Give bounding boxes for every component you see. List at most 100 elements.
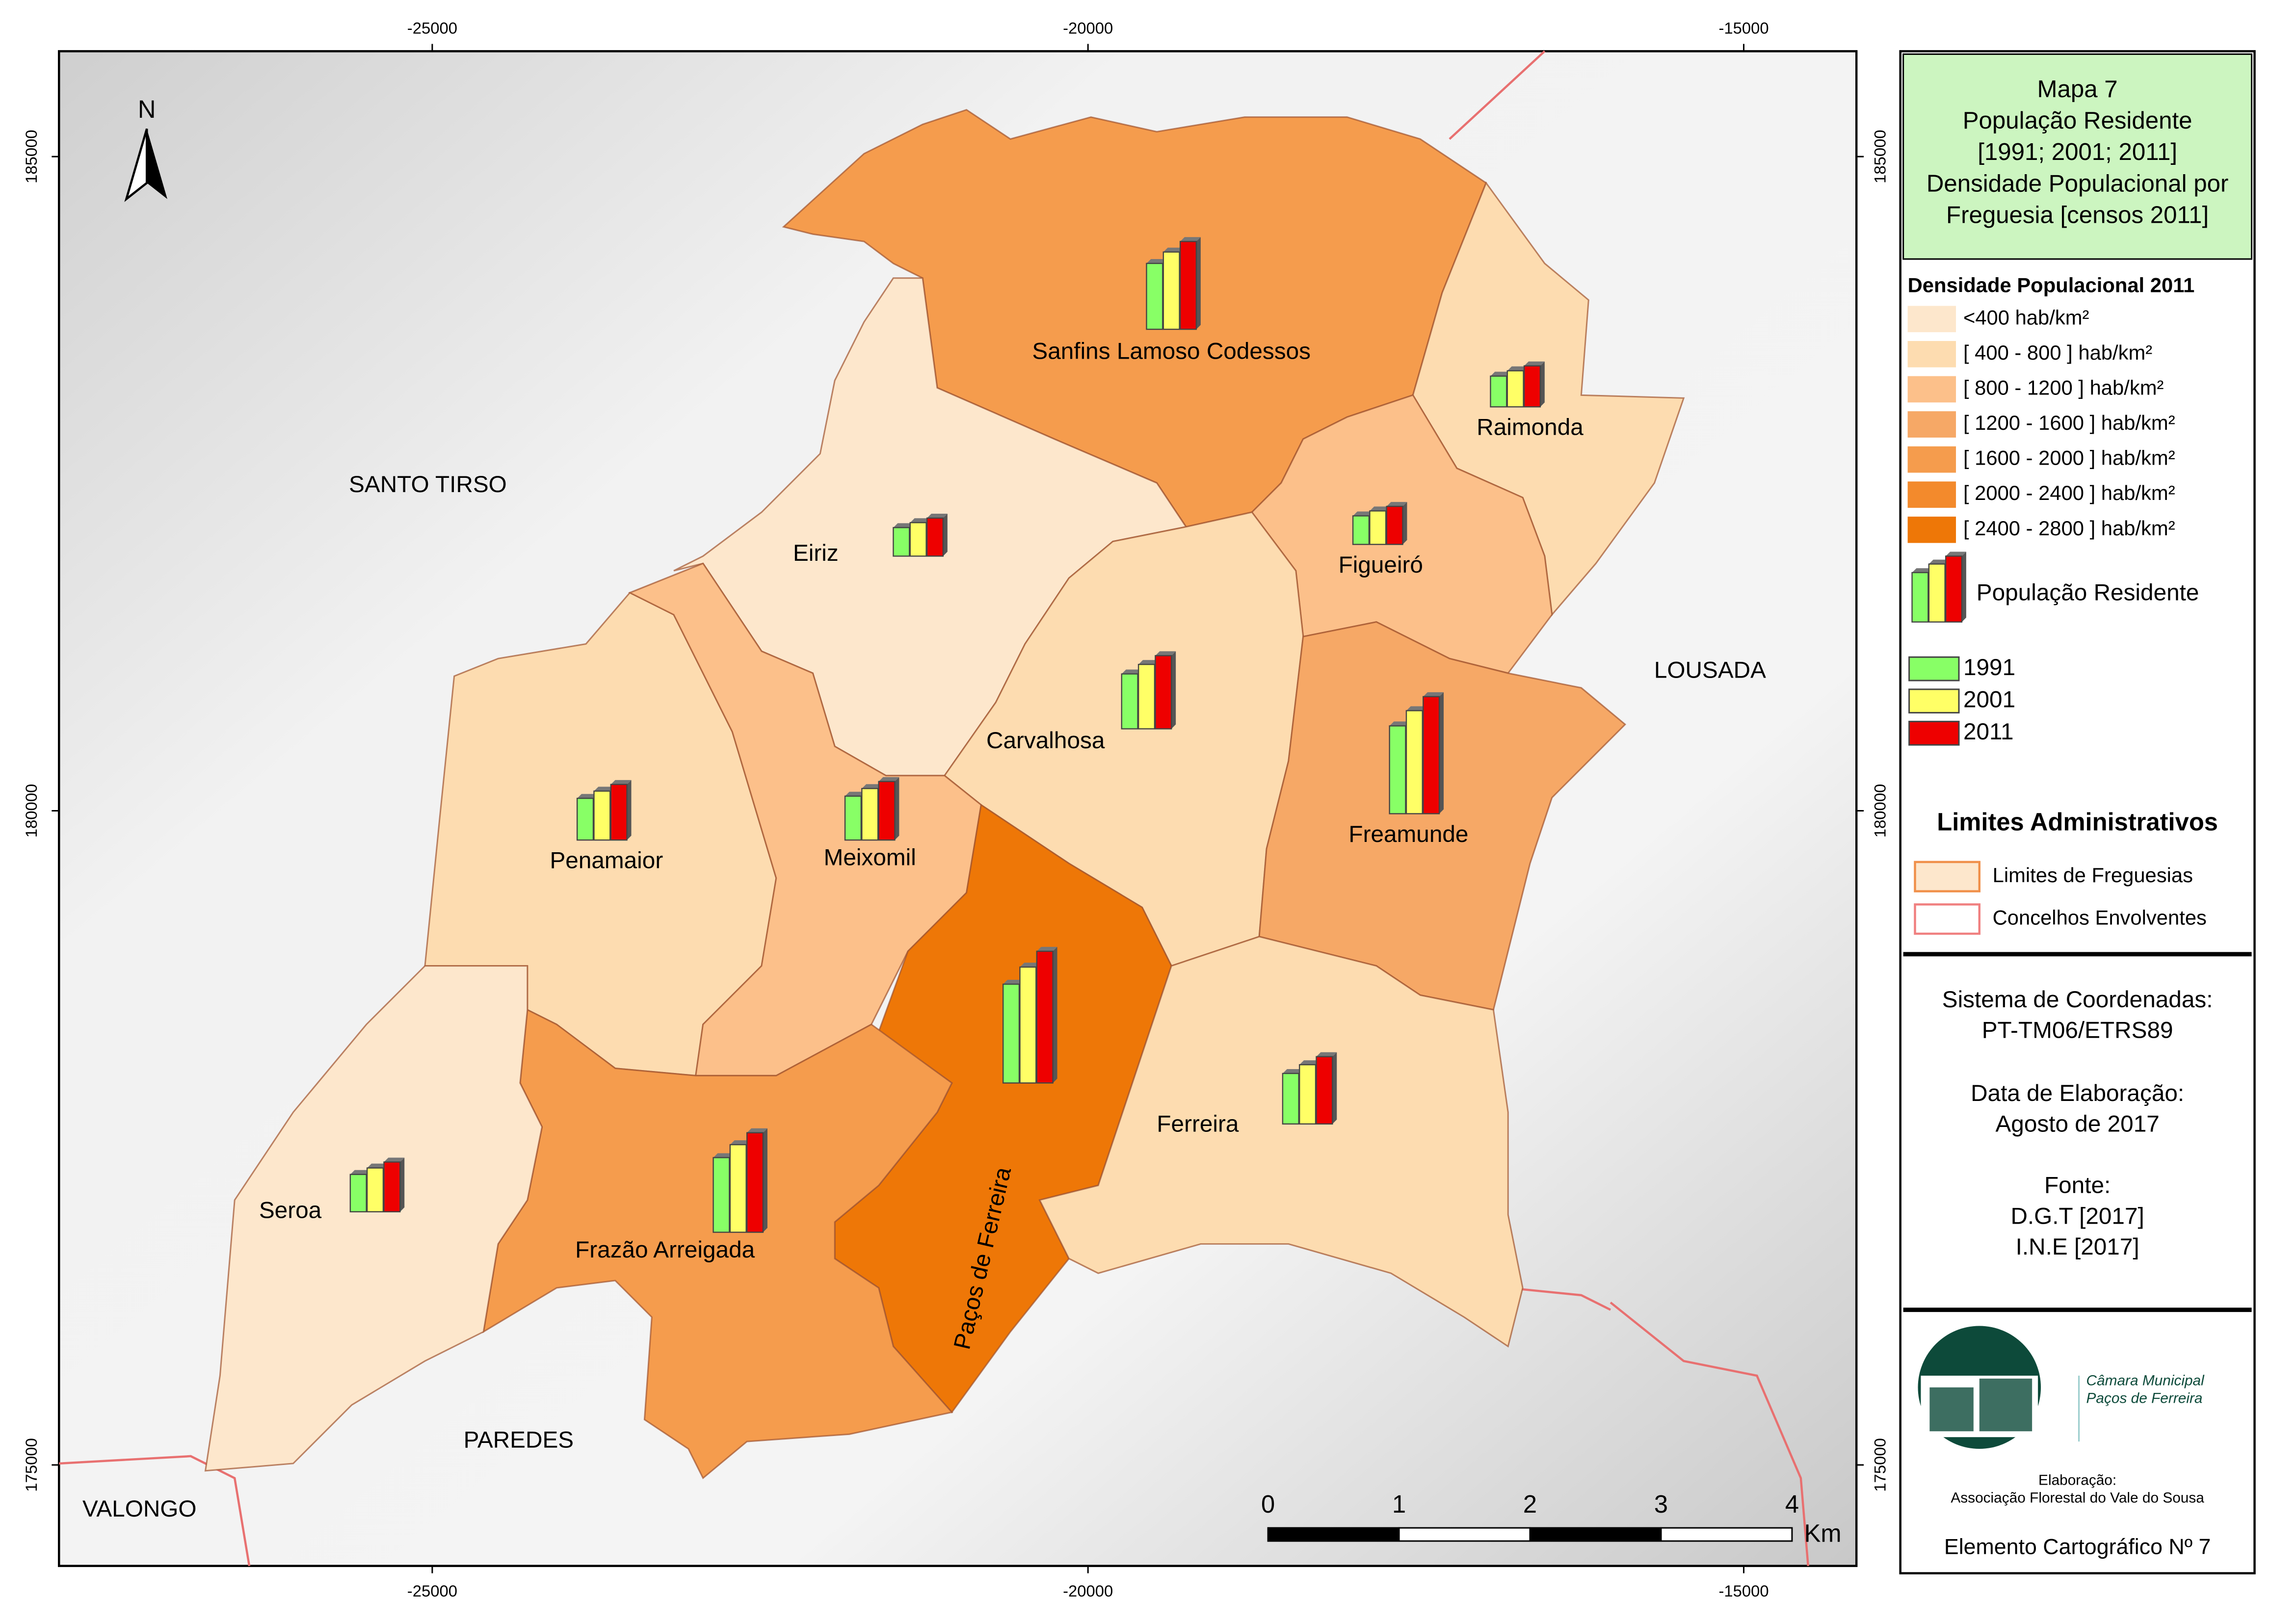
credit-label: Elaboração: bbox=[2038, 1472, 2116, 1489]
parish-label: Carvalhosa bbox=[986, 728, 1105, 754]
y-tick-label: 180000 bbox=[22, 784, 40, 838]
parish-label: Sanfins Lamoso Codessos bbox=[1032, 338, 1311, 364]
population-bars bbox=[1282, 1052, 1337, 1125]
scale-segment bbox=[1660, 1527, 1793, 1542]
bar-side bbox=[1171, 651, 1176, 729]
bar-top bbox=[927, 513, 948, 518]
bar-top bbox=[1138, 660, 1159, 665]
x-tick-label: -20000 bbox=[1063, 19, 1113, 37]
population-bars bbox=[893, 513, 948, 557]
bar-top bbox=[1121, 669, 1142, 674]
bar-top bbox=[350, 1170, 371, 1175]
bar-top bbox=[1180, 237, 1201, 242]
bar bbox=[1911, 572, 1929, 623]
x-tick-label: -25000 bbox=[407, 19, 457, 37]
y-tick-label: 175000 bbox=[22, 1438, 40, 1492]
population-bars bbox=[349, 1157, 405, 1213]
bar bbox=[844, 795, 862, 841]
parish-label: Freamunde bbox=[1348, 821, 1468, 847]
bar bbox=[1490, 375, 1507, 408]
bar bbox=[909, 522, 927, 557]
bar-side bbox=[1196, 237, 1201, 330]
legend-swatch bbox=[1907, 376, 1956, 403]
logo-text: Câmara Municipal bbox=[2086, 1373, 2205, 1389]
legend-label: Concelhos Envolventes bbox=[1993, 906, 2207, 929]
bar-top bbox=[845, 791, 866, 796]
parish-label: Ferreira bbox=[1157, 1111, 1239, 1137]
parish-label: Meixomil bbox=[824, 845, 916, 871]
legend-label: <400 hab/km² bbox=[1963, 306, 2089, 329]
bar-top bbox=[577, 794, 598, 799]
bar-top bbox=[878, 777, 899, 782]
bar-top bbox=[1370, 506, 1391, 511]
municipality-label: VALONGO bbox=[82, 1496, 196, 1522]
bar bbox=[878, 781, 896, 841]
bar-side bbox=[895, 777, 899, 840]
scale-tick-label: 3 bbox=[1654, 1490, 1668, 1518]
legend-swatch bbox=[1908, 656, 1960, 681]
population-bars bbox=[844, 777, 899, 841]
legend-swatch bbox=[1907, 446, 1956, 473]
legend-swatch bbox=[1908, 721, 1960, 746]
bar-side bbox=[763, 1128, 767, 1232]
info-label: Sistema de Coordenadas: bbox=[1942, 987, 2213, 1013]
bar bbox=[729, 1144, 747, 1233]
legend-title: Limites Administrativos bbox=[1937, 808, 2218, 836]
bar bbox=[746, 1132, 764, 1233]
logo-text: Paços de Ferreira bbox=[2086, 1390, 2203, 1406]
bar-top bbox=[1524, 361, 1545, 366]
parish-label: Penamaior bbox=[550, 848, 663, 874]
bar bbox=[610, 784, 628, 841]
municipality-label: SANTO TIRSO bbox=[349, 471, 507, 497]
parish-label: Frazão Arreigada bbox=[575, 1237, 755, 1263]
parish-label: Raimonda bbox=[1477, 415, 1583, 441]
legend-swatch bbox=[1914, 903, 1981, 935]
bar-top bbox=[1928, 559, 1950, 564]
legend-label: [ 1600 - 2000 ] hab/km² bbox=[1963, 446, 2175, 470]
legend-title: População Residente bbox=[1977, 580, 2199, 606]
legend-swatch bbox=[1907, 306, 1956, 333]
x-tick-label: -25000 bbox=[407, 1582, 457, 1600]
bar-top bbox=[1036, 946, 1057, 951]
bar bbox=[1945, 555, 1963, 623]
info-text: PT-TM06/ETRS89 bbox=[1982, 1018, 2173, 1044]
bar bbox=[1352, 515, 1370, 545]
bar bbox=[1179, 240, 1197, 330]
bar bbox=[1155, 655, 1172, 730]
y-tick-label: 180000 bbox=[1871, 784, 1889, 838]
scale-tick-label: 1 bbox=[1392, 1490, 1406, 1518]
bar-top bbox=[1389, 721, 1410, 726]
bar-side bbox=[627, 780, 632, 840]
bar-top bbox=[893, 523, 914, 528]
footer: Elemento Cartográfico Nº 7 bbox=[1944, 1535, 2211, 1559]
population-bars bbox=[1121, 651, 1176, 730]
y-tick-label: 175000 bbox=[1871, 1438, 1889, 1492]
bar-top bbox=[1490, 371, 1511, 376]
info-text: Agosto de 2017 bbox=[1995, 1111, 2159, 1137]
bar-top bbox=[730, 1140, 751, 1145]
population-bars bbox=[1352, 502, 1407, 545]
north-label: N bbox=[138, 95, 156, 123]
bar-top bbox=[862, 784, 883, 789]
bar bbox=[1121, 673, 1138, 730]
bar-side bbox=[1332, 1052, 1337, 1124]
legend-swatch bbox=[1907, 411, 1956, 438]
map-title: [1991; 2001; 2011] bbox=[1978, 138, 2177, 165]
parish-label: Seroa bbox=[259, 1197, 322, 1223]
bar-top bbox=[1020, 963, 1041, 968]
parish-area bbox=[1038, 936, 1524, 1348]
map-title: Mapa 7 bbox=[2037, 76, 2118, 103]
bar-top bbox=[910, 518, 931, 523]
scale-segment bbox=[1398, 1527, 1531, 1542]
bar bbox=[593, 790, 611, 841]
map-title: População Residente bbox=[1963, 107, 2192, 134]
bar bbox=[1162, 251, 1180, 330]
municipality-label: LOUSADA bbox=[1654, 657, 1766, 683]
bar-top bbox=[1155, 651, 1176, 656]
legend-label: Limites de Freguesias bbox=[1993, 864, 2193, 887]
bar-side bbox=[1402, 502, 1407, 545]
y-tick-label: 185000 bbox=[1871, 130, 1889, 183]
bar-top bbox=[1912, 568, 1933, 573]
bar-top bbox=[1423, 692, 1444, 697]
info-label: Fonte: bbox=[2044, 1173, 2111, 1199]
